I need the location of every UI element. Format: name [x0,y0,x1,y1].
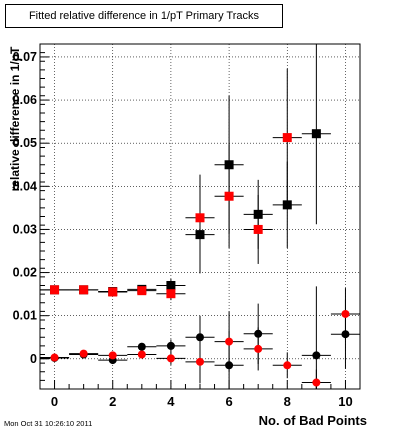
data-point [243,194,273,264]
data-point [156,287,186,301]
x-tick-label: 4 [167,394,175,409]
data-point [330,288,360,340]
data-point [127,286,157,296]
square-marker [253,224,263,234]
circle-marker [108,351,117,360]
data-point [69,349,99,358]
circle-marker [196,357,204,366]
data-point [127,342,157,351]
data-point [185,340,215,384]
circle-marker [79,349,88,358]
y-tick-label: 0 [30,352,37,366]
data-point [40,285,70,295]
square-marker [224,191,234,201]
data-point [301,369,331,389]
circle-marker [283,361,292,370]
square-marker [166,281,176,290]
chart-title: Fitted relative difference in 1/pT Prima… [5,4,283,28]
data-marks [40,44,360,389]
square-marker [282,133,292,143]
data-point [156,351,186,365]
data-point [98,287,128,297]
data-point [272,68,302,207]
y-tick-label: 0.01 [13,309,37,323]
square-marker [166,289,176,299]
square-marker [195,213,205,223]
data-point [214,144,244,248]
square-marker [50,285,60,295]
square-marker [137,286,147,296]
data-point [127,350,157,359]
circle-marker [254,344,263,353]
data-point [243,327,273,371]
circle-marker [341,309,350,318]
circle-marker [137,350,146,359]
data-point [156,339,186,353]
data-point [69,285,99,295]
data-point [301,44,331,225]
y-tick-label: 0.02 [13,266,37,280]
x-tick-label: 2 [109,394,116,409]
x-tick-label: 6 [225,394,232,409]
x-tick-label: 8 [284,394,291,409]
circle-marker [312,378,321,387]
data-point [40,353,70,362]
data-point [272,352,302,379]
y-tick-label: 0.04 [13,179,37,193]
y-tick-label: 0.05 [13,136,37,150]
y-tick-label: 0.07 [13,50,37,64]
square-marker [79,285,89,295]
y-axis-label: relative difference in 1/pT [8,46,22,192]
x-axis-label: No. of Bad Points [258,413,367,428]
timestamp: Mon Oct 31 10:26:10 2011 [4,419,93,428]
data-point [214,311,244,372]
circle-marker [166,354,175,363]
square-marker [108,287,118,297]
circle-marker [312,351,321,360]
y-tick-label: 0.03 [13,222,37,236]
y-tick-label: 0.06 [13,93,37,107]
x-tick-label: 10 [338,394,352,409]
axes: 0 2 4 6 8 10 0 0.01 0.02 0.03 0.04 0.05 0.06 0.07 [13,50,361,409]
circle-marker [196,333,204,342]
circle-marker [137,342,146,351]
x-tick-label: 0 [51,394,58,409]
data-point [98,351,128,360]
data-point [185,174,215,261]
circle-marker [225,337,234,346]
circle-marker [50,353,59,362]
square-marker [311,129,321,139]
circle-marker [166,341,175,350]
